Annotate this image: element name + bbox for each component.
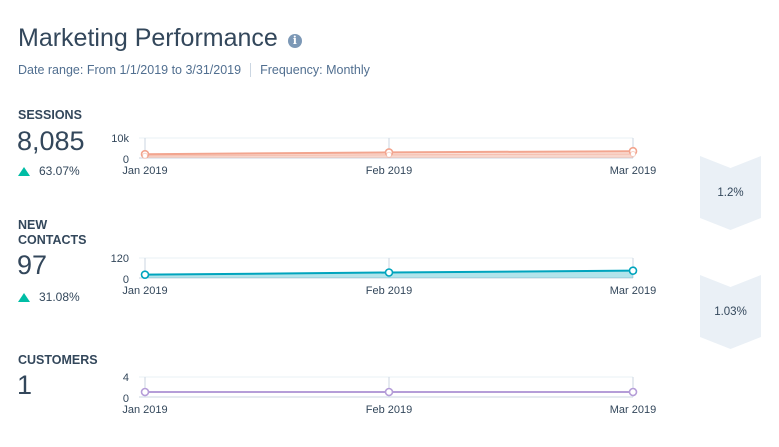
x-tick-label: Mar 2019 [610,404,656,416]
sessions-change-value: 63.07% [39,164,80,178]
sessions-change: 63.07% [18,164,80,178]
y-tick-label: 0 [123,393,129,405]
data-point [628,266,638,275]
y-tick-label: 4 [123,372,129,384]
x-tick-label: Jan 2019 [122,285,167,297]
new-contacts-chart: 120 0 Jan 2019 Feb 2019 Mar 2019 [100,248,660,302]
meta-divider [250,63,252,77]
x-tick-label: Jan 2019 [122,404,167,416]
y-tick-label: 120 [111,253,129,265]
date-range-value: From 1/1/2019 to 3/31/2019 [86,63,242,77]
data-point [384,268,394,277]
new-contacts-change-value: 31.08% [39,290,80,304]
sessions-value: 8,085 [17,126,85,156]
up-arrow-icon [18,166,30,176]
frequency-label: Frequency: [260,63,323,77]
y-tick-label: 0 [123,154,129,166]
data-point [140,270,150,279]
x-tick-label: Feb 2019 [366,285,412,297]
y-tick-label: 0 [123,274,129,286]
page-title: Marketing Performance i [18,24,302,53]
sessions-chart: 10k 0 Jan 2019 Feb 2019 Mar 2019 [100,128,660,182]
customers-label: CUSTOMERS [18,353,98,367]
contacts-to-customers-conversion: 1.03% [700,275,761,349]
x-tick-label: Jan 2019 [122,165,167,177]
data-point [384,387,394,397]
customers-chart: 4 0 Jan 2019 Feb 2019 Mar 2019 [100,367,660,421]
data-point [386,151,392,158]
frequency-value: Monthly [326,63,370,77]
x-tick-label: Mar 2019 [610,165,656,177]
sessions-label: SESSIONS [18,108,82,122]
report-meta: Date range: From 1/1/2019 to 3/31/2019 F… [18,63,370,77]
data-point [142,152,148,159]
conversion-rate: 1.03% [714,306,747,318]
data-point [630,151,636,157]
sessions-to-contacts-conversion: 1.2% [700,156,761,230]
up-arrow-icon [18,292,30,302]
x-tick-label: Feb 2019 [366,404,412,416]
page-title-text: Marketing Performance [18,24,278,52]
x-tick-label: Mar 2019 [610,285,656,297]
new-contacts-value: 97 [17,250,48,280]
x-tick-label: Feb 2019 [366,165,412,177]
data-point [140,387,150,397]
date-range-label: Date range: [18,63,84,77]
conversion-rate: 1.2% [717,187,744,199]
customers-value: 1 [17,370,33,400]
info-icon[interactable]: i [287,33,302,48]
new-contacts-label: NEW CONTACTS [18,218,87,247]
y-tick-label: 10k [111,133,129,145]
new-contacts-change: 31.08% [18,290,80,304]
data-point [628,387,638,397]
